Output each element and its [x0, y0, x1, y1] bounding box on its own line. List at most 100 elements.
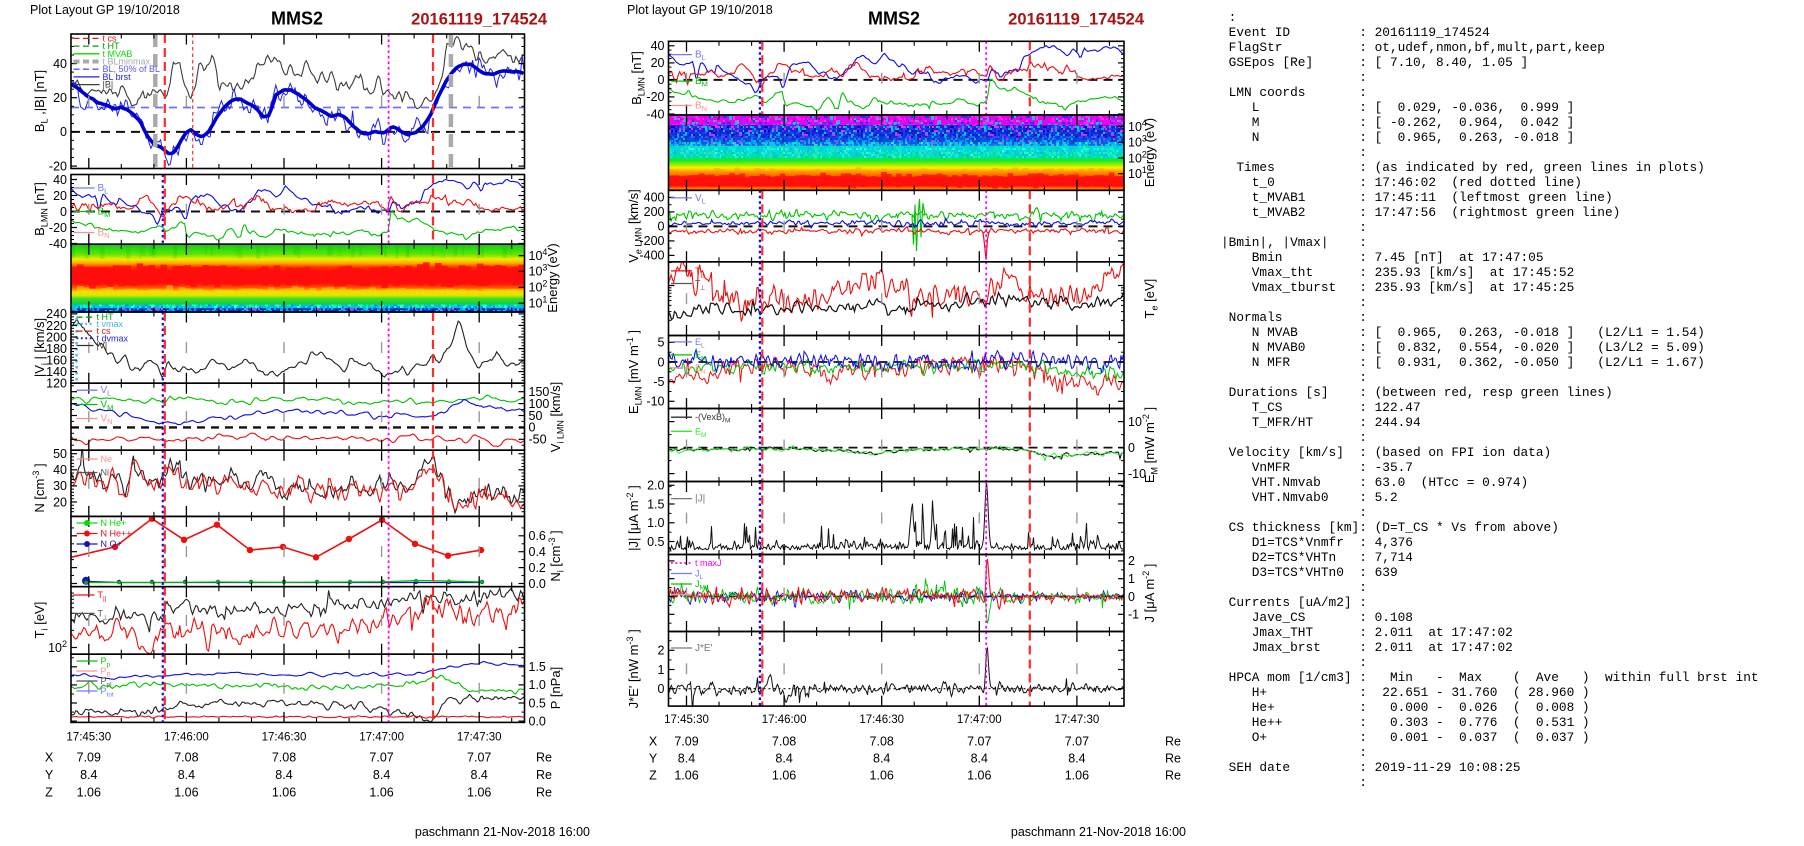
svg-text:VHT.Nmvab0 : 5.2: VHT.Nmvab0 : 5.2 — [1221, 490, 1398, 505]
svg-text:Vi LMN [km/s]: Vi LMN [km/s] — [548, 382, 566, 452]
svg-text:0.0: 0.0 — [529, 577, 546, 591]
svg-text::: : — [1221, 655, 1367, 670]
svg-text:BM: BM — [695, 76, 708, 89]
svg-text:Y: Y — [45, 768, 54, 782]
svg-text:BL: BL — [695, 50, 706, 63]
svg-text:t MVAB: t MVAB — [103, 49, 133, 59]
svg-text:40: 40 — [53, 463, 67, 477]
svg-text:17:47:30: 17:47:30 — [457, 732, 502, 744]
svg-text:Jmax_brst : 2.011 at 17:4: Jmax_brst : 2.011 at 17:47:02 — [1221, 640, 1513, 655]
svg-text:-20: -20 — [49, 221, 67, 235]
svg-text:FlagStr : ot,udef,nmo: FlagStr : ot,udef,nmon,bf,mult,part,keep — [1221, 40, 1605, 55]
svg-text:20161119_174524: 20161119_174524 — [1008, 11, 1145, 29]
svg-text:-200: -200 — [639, 234, 664, 248]
svg-text:1: 1 — [1128, 572, 1135, 586]
svg-text:EL: EL — [695, 337, 705, 350]
svg-text::: : — [1221, 430, 1367, 445]
svg-text:Ne: Ne — [101, 454, 113, 464]
svg-text:He++ : 0.303 - 0.7: He++ : 0.303 - 0.776 ( 0.531 ) — [1221, 715, 1590, 730]
svg-text:D2=TCS*VHTn : 7,714: D2=TCS*VHTn : 7,714 — [1221, 550, 1413, 565]
svg-text:t cs: t cs — [97, 326, 112, 336]
svg-text:JN: JN — [695, 590, 705, 603]
svg-text:EM [mW m-2 ]: EM [mW m-2 ] — [1141, 407, 1160, 483]
svg-text:20: 20 — [53, 91, 67, 105]
svg-text:BN: BN — [695, 101, 707, 114]
svg-text:T_MFR/HT : 244.94: T_MFR/HT : 244.94 — [1221, 415, 1421, 430]
svg-text:paschmann 21-Nov-2018 16:00: paschmann 21-Nov-2018 16:00 — [1011, 825, 1186, 839]
svg-text:2: 2 — [658, 644, 665, 658]
svg-text:17:47:00: 17:47:00 — [957, 714, 1002, 726]
svg-text:8.4: 8.4 — [275, 768, 292, 782]
svg-text::: : — [1221, 10, 1236, 25]
svg-text:8.4: 8.4 — [178, 768, 195, 782]
svg-text:Y: Y — [649, 751, 658, 765]
svg-text::: : — [1221, 505, 1367, 520]
svg-text:7.07: 7.07 — [967, 734, 991, 748]
svg-text:1.06: 1.06 — [467, 786, 491, 800]
svg-text:0: 0 — [529, 421, 536, 435]
svg-text:8.4: 8.4 — [80, 768, 97, 782]
svg-text:Event ID : 20161119_17: Event ID : 20161119_174524 — [1221, 25, 1490, 40]
svg-text:Z: Z — [649, 769, 657, 783]
svg-text:1.5: 1.5 — [529, 660, 546, 674]
svg-text:MMS2: MMS2 — [868, 9, 920, 29]
svg-text:Energy (eV): Energy (eV) — [1142, 118, 1157, 187]
svg-text:0: 0 — [60, 125, 67, 139]
svg-text:Re: Re — [1165, 751, 1181, 765]
svg-text:0: 0 — [60, 205, 67, 219]
svg-text:100: 100 — [529, 397, 550, 411]
svg-text:HPCA mom [1/cm3] : Min -: HPCA mom [1/cm3] : Min - Max ( Ave ) wit… — [1221, 670, 1759, 685]
svg-text:1.06: 1.06 — [967, 769, 991, 783]
svg-text:0: 0 — [658, 355, 665, 369]
svg-text:7.09: 7.09 — [77, 750, 101, 764]
svg-text:8.4: 8.4 — [1068, 751, 1085, 765]
svg-text:40: 40 — [53, 173, 67, 187]
svg-text:Re: Re — [536, 768, 552, 782]
svg-text:Re: Re — [536, 786, 552, 800]
svg-text:|J| [μA m-2 ]: |J| [μA m-2 ] — [625, 485, 641, 551]
svg-text:P [nPa]: P [nPa] — [548, 667, 563, 709]
svg-text:J [μA m-2 ]: J [μA m-2 ] — [1141, 564, 1157, 623]
svg-text:-400: -400 — [639, 249, 664, 263]
svg-text:Energy (eV): Energy (eV) — [545, 243, 560, 312]
svg-text:Ve LMN [km/s]: Ve LMN [km/s] — [626, 189, 644, 262]
svg-text:t BLminmax: t BLminmax — [103, 57, 151, 67]
svg-text:BN: BN — [98, 228, 110, 241]
svg-text:H+ : 22.651 - 31.7: H+ : 22.651 - 31.760 ( 28.960 ) — [1221, 685, 1590, 700]
svg-text:7.08: 7.08 — [174, 750, 198, 764]
svg-text:SEH date : 2019-11-29: SEH date : 2019-11-29 10:08:25 — [1221, 760, 1521, 775]
svg-text:0: 0 — [658, 73, 665, 87]
svg-text:1: 1 — [658, 663, 665, 677]
svg-text:120: 120 — [46, 377, 67, 391]
svg-text:Normals :: Normals : — [1221, 310, 1367, 325]
svg-text:1.06: 1.06 — [1065, 769, 1089, 783]
svg-text:8.4: 8.4 — [373, 768, 390, 782]
svg-text:400: 400 — [644, 191, 665, 205]
svg-text:t_MVAB2 : 17:47:56 (rig: t_MVAB2 : 17:47:56 (rightmost green line… — [1221, 205, 1620, 220]
svg-text:BLMN [nT]: BLMN [nT] — [32, 182, 50, 236]
svg-text:Vmax_tburst : 235.93 [km/s]: Vmax_tburst : 235.93 [km/s] at 17:45:25 — [1221, 280, 1574, 295]
svg-text:8.4: 8.4 — [775, 751, 792, 765]
svg-text:1.06: 1.06 — [272, 786, 296, 800]
svg-text:t cs: t cs — [103, 33, 118, 43]
svg-text:MMS2: MMS2 — [271, 9, 323, 29]
svg-text:D1=TCS*Vnmfr : 4,376: D1=TCS*Vnmfr : 4,376 — [1221, 535, 1413, 550]
svg-text:EM: EM — [695, 426, 706, 439]
svg-text:Jmax_THT : 2.011 at 17:4: Jmax_THT : 2.011 at 17:47:02 — [1221, 625, 1513, 640]
svg-text:0.4: 0.4 — [529, 545, 546, 559]
svg-text:VN: VN — [101, 414, 113, 427]
svg-text:17:47:30: 17:47:30 — [1055, 714, 1100, 726]
svg-text:VL: VL — [101, 385, 112, 398]
svg-text:Ti [eV]: Ti [eV] — [32, 602, 50, 639]
svg-text:0.5: 0.5 — [529, 696, 546, 710]
svg-text:7.07: 7.07 — [369, 750, 393, 764]
svg-text:T_CS : 122.47: T_CS : 122.47 — [1221, 400, 1421, 415]
svg-text:20: 20 — [53, 189, 67, 203]
svg-text:7.07: 7.07 — [1065, 734, 1089, 748]
svg-text::: : — [1221, 580, 1367, 595]
svg-text:1.0: 1.0 — [647, 516, 664, 530]
svg-text:180: 180 — [46, 342, 67, 356]
svg-text:40: 40 — [651, 39, 665, 53]
svg-text:BLMN [nT]: BLMN [nT] — [629, 51, 647, 105]
svg-text:t_0 : 17:46:02 (red: t_0 : 17:46:02 (red dotted line) — [1221, 175, 1582, 190]
